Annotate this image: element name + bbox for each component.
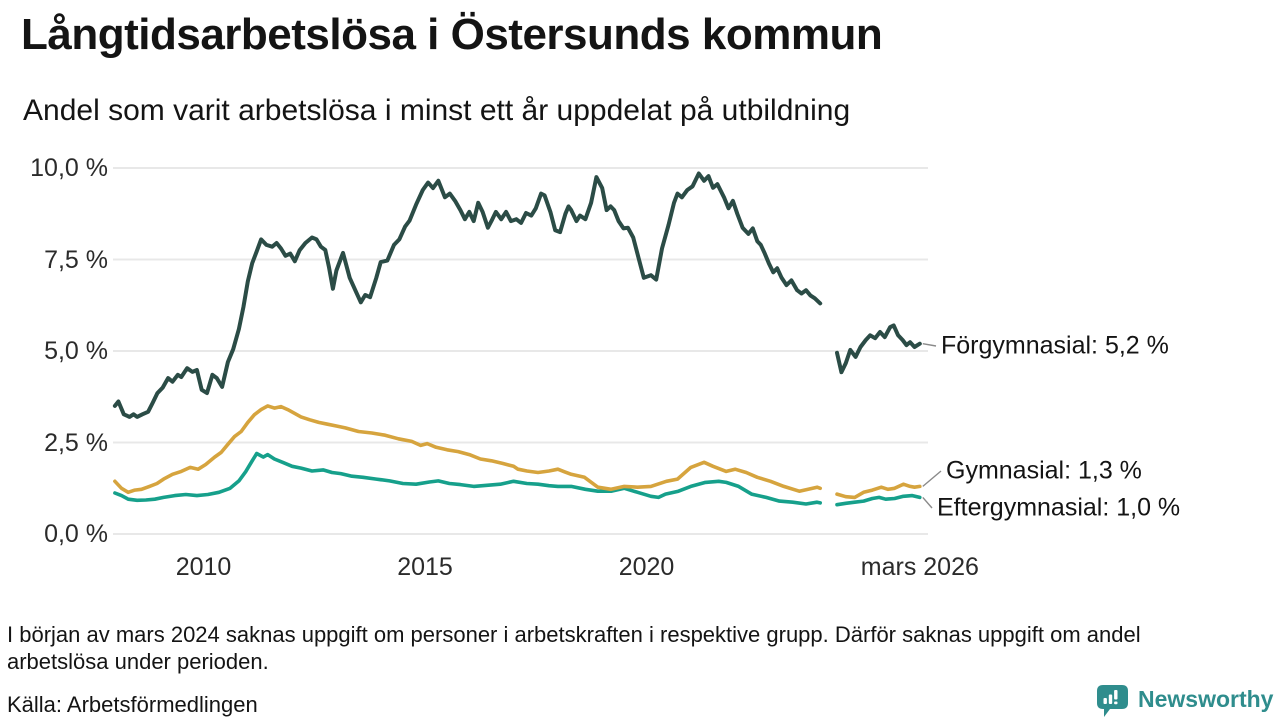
y-axis-label: 10,0 % [30,154,108,182]
x-axis-label: 2010 [175,553,232,581]
speech-bubble-bar-chart-icon [1097,685,1128,717]
series-end-label-forgymnasial: Förgymnasial: 5,2 % [941,331,1169,360]
chart-subtitle: Andel som varit arbetslösa i minst ett å… [23,94,851,127]
label-connector-eftergymnasial [922,496,933,509]
newsworthy-logo: Newsworthy [1096,684,1273,718]
series-line-gymnasial [113,404,822,495]
label-connector-gymnasial [922,470,942,487]
series-line-forgymnasial [112,171,823,419]
label-connector-forgymnasial [922,343,937,347]
series-line-eftergymnasial [835,493,922,507]
y-axis-label: 0,0 % [44,520,108,548]
source-attribution: Källa: Arbetsförmedlingen [7,692,258,717]
y-axis-label: 7,5 % [44,245,108,274]
series-line-gymnasial [835,482,922,500]
chart-title: Långtidsarbetslösa i Östersunds kommun [21,10,883,59]
x-axis-label: 2020 [618,553,675,581]
series-line-eftergymnasial [113,451,822,506]
x-axis-label: 2015 [397,553,453,581]
y-axis-label: 2,5 % [44,428,108,457]
y-axis-label: 5,0 % [44,337,108,365]
footnote: I början av mars 2024 saknas uppgift om … [7,622,1141,674]
x-axis-label: mars 2026 [860,553,979,581]
series-end-label-gymnasial: Gymnasial: 1,3 % [946,456,1142,485]
newsworthy-wordmark: Newsworthy [1138,686,1274,712]
series-line-forgymnasial [835,323,922,375]
series-end-label-eftergymnasial: Eftergymnasial: 1,0 % [937,493,1181,522]
